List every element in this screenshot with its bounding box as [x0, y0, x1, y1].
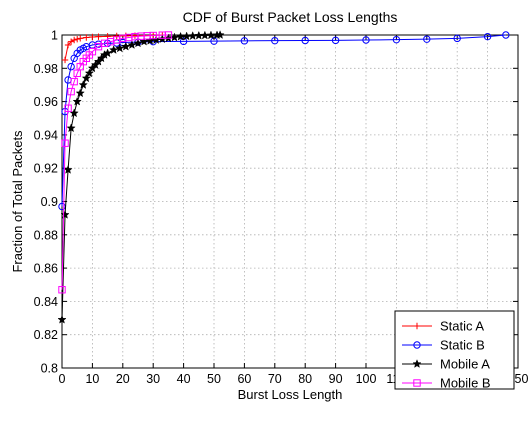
legend-box: [394, 310, 515, 390]
y-tick-label: 0.98: [34, 62, 58, 76]
data-point-mobile-a: [194, 30, 204, 40]
y-tick-label: 0.86: [34, 262, 58, 276]
y-tick-label: 0.96: [34, 95, 58, 109]
data-point-mobile-a: [57, 314, 67, 324]
data-point-mobile-a: [188, 31, 198, 40]
data-point-mobile-b: [58, 286, 66, 294]
x-tick-label: 70: [268, 372, 282, 386]
legend-label-mobile-a: Mobile A: [440, 357, 490, 372]
data-point-mobile-b: [61, 139, 69, 147]
data-point-mobile-b: [67, 87, 75, 96]
x-tick-label: 90: [329, 372, 343, 386]
y-axis-label: Fraction of Total Packets: [10, 130, 25, 273]
data-point-static-b: [240, 37, 249, 45]
series-mobile-b: [58, 31, 173, 294]
y-tick-label: 0.94: [34, 128, 58, 142]
data-point-mobile-a: [75, 88, 85, 98]
data-point-mobile-a: [81, 73, 91, 83]
legend-label-static-b: Static B: [440, 338, 485, 353]
x-tick-label: 100: [356, 372, 377, 386]
y-tick-label: 0.9: [41, 195, 58, 209]
data-point-mobile-a: [133, 38, 143, 48]
data-point-static-b: [502, 31, 510, 39]
series-mobile-a: [57, 30, 225, 324]
series-line-mobile-b: [61, 34, 169, 290]
data-point-static-a: [113, 32, 120, 40]
x-tick-label: 0: [59, 372, 66, 386]
data-point-mobile-a: [215, 30, 225, 39]
data-point-static-b: [483, 32, 492, 41]
data-point-mobile-a: [60, 209, 70, 219]
data-point-mobile-b: [149, 31, 157, 40]
y-tick-label: 0.88: [34, 228, 58, 242]
legend: Static A Static B Mobile A Mobile B: [394, 310, 515, 391]
data-point-static-a: [83, 34, 90, 41]
data-point-mobile-a: [127, 40, 137, 49]
data-point-static-b: [210, 37, 218, 45]
legend-label-mobile-b: Mobile B: [440, 376, 491, 391]
x-tick-label: 80: [298, 372, 312, 386]
x-tick-label: 40: [177, 372, 191, 386]
y-tick-label: 0.92: [34, 162, 58, 176]
series-line-static-b: [61, 34, 506, 207]
y-tick-label: 0.8: [41, 362, 58, 376]
data-point-mobile-a: [115, 43, 125, 53]
y-tick-labels: 0.8 0.82 0.84 0.86 0.88 0.9 0.92 0.94 0.96 0.98 1: [34, 29, 58, 376]
data-point-static-b: [271, 36, 279, 45]
x-tick-label: 10: [85, 372, 99, 386]
data-point-static-b: [392, 35, 401, 44]
y-tick-label: 0.84: [34, 295, 58, 309]
data-point-static-a: [64, 41, 72, 49]
legend-marker-static-b: [413, 341, 421, 349]
data-point-mobile-b: [64, 104, 72, 112]
x-tick-label: 50: [207, 372, 221, 386]
data-point-static-a: [70, 36, 78, 44]
data-point-mobile-a: [121, 41, 131, 51]
data-point-mobile-a: [109, 45, 119, 54]
data-point-static-a: [74, 35, 81, 43]
legend-marker-mobile-a: [412, 359, 422, 368]
data-point-mobile-a: [78, 80, 88, 89]
data-point-mobile-a: [63, 164, 73, 174]
x-tick-label: 60: [237, 372, 251, 386]
data-point-mobile-b: [164, 31, 173, 39]
data-point-mobile-a: [102, 48, 113, 58]
legend-label-static-a: Static A: [440, 319, 484, 334]
data-point-static-b: [453, 34, 461, 43]
data-point-static-b: [331, 36, 340, 45]
x-tick-label: 20: [116, 372, 130, 386]
x-axis-label: Burst Loss Length: [238, 387, 343, 402]
chart-title: CDF of Burst Packet Loss Lengths: [183, 9, 398, 25]
data-point-mobile-b: [88, 47, 97, 56]
data-point-static-b: [301, 36, 309, 45]
legend-marker-static-a: [413, 322, 421, 330]
y-tick-label: 1: [51, 29, 58, 43]
data-point-mobile-a: [66, 123, 76, 133]
data-point-static-b: [423, 35, 431, 43]
legend-marker-mobile-b: [413, 379, 421, 387]
data-point-mobile-a: [84, 68, 95, 78]
data-point-static-a: [61, 56, 69, 64]
data-point-static-a: [95, 33, 102, 40]
data-point-static-a: [89, 33, 96, 41]
data-point-mobile-a: [200, 30, 210, 40]
x-tick-label: 30: [146, 372, 160, 386]
y-tick-label: 0.82: [34, 328, 58, 342]
data-point-static-a: [77, 35, 84, 42]
data-point-static-b: [179, 37, 188, 46]
data-point-mobile-b: [70, 77, 78, 86]
data-point-mobile-a: [72, 96, 82, 106]
series-static-b: [58, 31, 510, 211]
data-point-static-b: [67, 62, 75, 71]
data-point-static-b: [362, 36, 370, 44]
series-layer: [57, 30, 510, 324]
